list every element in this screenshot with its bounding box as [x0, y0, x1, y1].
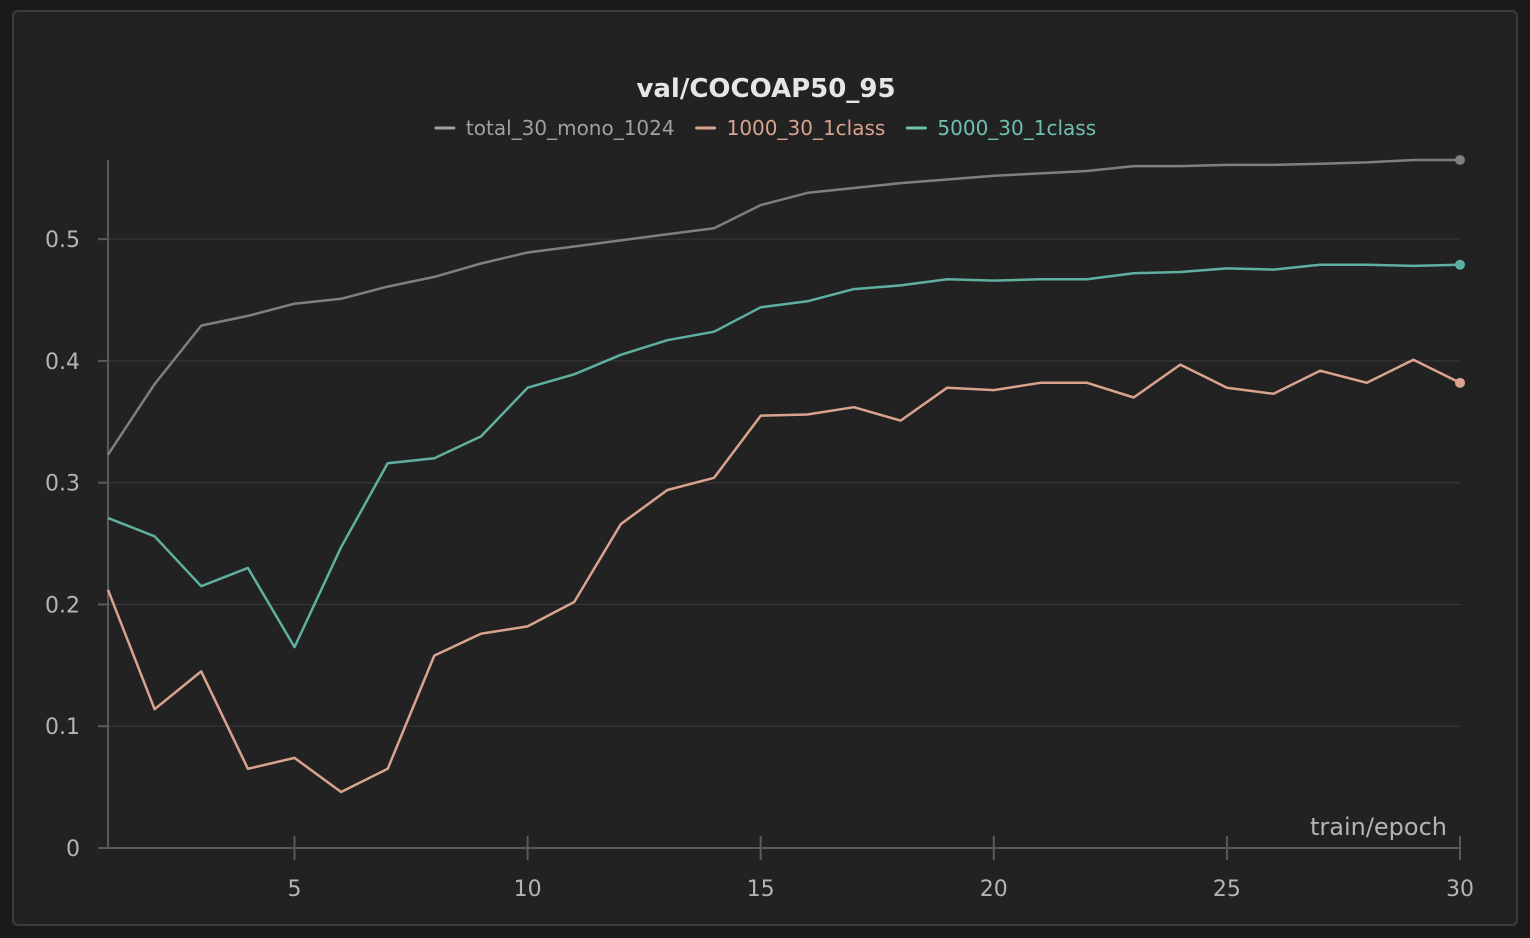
grid-lines	[108, 238, 1460, 727]
y-tick-label: 0.3	[45, 472, 80, 497]
series-end-marker-1	[1455, 377, 1465, 388]
legend-label: 5000_30_1class	[937, 116, 1096, 140]
y-tick-label: 0.2	[45, 593, 80, 618]
y-tick-label: 0.5	[45, 228, 80, 253]
axes: 0 0.1 0.2 0.3 0.4 0.5 5 10 15 20 25 30	[45, 160, 1474, 902]
series-end-marker-0	[1455, 155, 1465, 165]
series-line-1	[106, 358, 1461, 794]
legend-label: 1000_30_1class	[727, 116, 886, 140]
y-tick-label: 0	[66, 837, 80, 862]
y-tick-label: 0.1	[45, 715, 80, 740]
series-end-marker-2	[1455, 259, 1465, 270]
x-axis-label: train/epoch	[1310, 813, 1447, 841]
x-tick-label: 25	[1213, 877, 1241, 902]
series-line-0	[106, 158, 1460, 456]
x-tick-label: 15	[747, 877, 775, 902]
y-tick-label: 0.4	[45, 350, 80, 375]
chart-panel	[12, 10, 1518, 926]
x-tick-label: 10	[514, 877, 542, 902]
x-tick-label: 20	[980, 877, 1008, 902]
legend-item-1[interactable]: 1000_30_1class	[695, 116, 886, 140]
x-tick-label: 5	[287, 877, 301, 902]
legend-item-0[interactable]: total_30_mono_1024	[434, 116, 675, 140]
chart-title: val/COCOAP50_95	[636, 74, 895, 104]
legend-item-2[interactable]: 5000_30_1class	[905, 116, 1096, 140]
legend[interactable]: total_30_mono_1024 1000_30_1class 5000_30_…	[434, 116, 1096, 140]
series-layer	[106, 155, 1465, 794]
legend-label: total_30_mono_1024	[466, 116, 675, 140]
series-line-2	[107, 263, 1461, 649]
x-tick-label: 30	[1446, 877, 1474, 902]
